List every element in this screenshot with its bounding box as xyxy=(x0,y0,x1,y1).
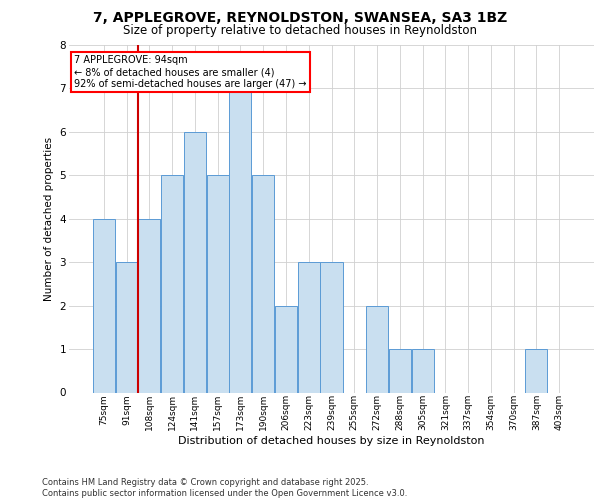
Bar xyxy=(229,88,251,393)
Text: 7, APPLEGROVE, REYNOLDSTON, SWANSEA, SA3 1BZ: 7, APPLEGROVE, REYNOLDSTON, SWANSEA, SA3… xyxy=(93,11,507,25)
Bar xyxy=(275,306,297,392)
Bar xyxy=(139,219,160,392)
Bar xyxy=(116,262,138,392)
Bar xyxy=(525,349,547,393)
Y-axis label: Number of detached properties: Number of detached properties xyxy=(44,136,54,301)
Bar xyxy=(252,176,274,392)
Bar xyxy=(298,262,320,392)
Bar xyxy=(93,219,115,392)
Bar xyxy=(366,306,388,392)
Bar xyxy=(184,132,206,392)
Text: Contains HM Land Registry data © Crown copyright and database right 2025.
Contai: Contains HM Land Registry data © Crown c… xyxy=(42,478,407,498)
Bar xyxy=(320,262,343,392)
Bar xyxy=(206,176,229,392)
Bar xyxy=(389,349,411,393)
Text: 7 APPLEGROVE: 94sqm
← 8% of detached houses are smaller (4)
92% of semi-detached: 7 APPLEGROVE: 94sqm ← 8% of detached hou… xyxy=(74,56,307,88)
X-axis label: Distribution of detached houses by size in Reynoldston: Distribution of detached houses by size … xyxy=(178,436,485,446)
Text: Size of property relative to detached houses in Reynoldston: Size of property relative to detached ho… xyxy=(123,24,477,37)
Bar xyxy=(161,176,183,392)
Bar xyxy=(412,349,434,393)
